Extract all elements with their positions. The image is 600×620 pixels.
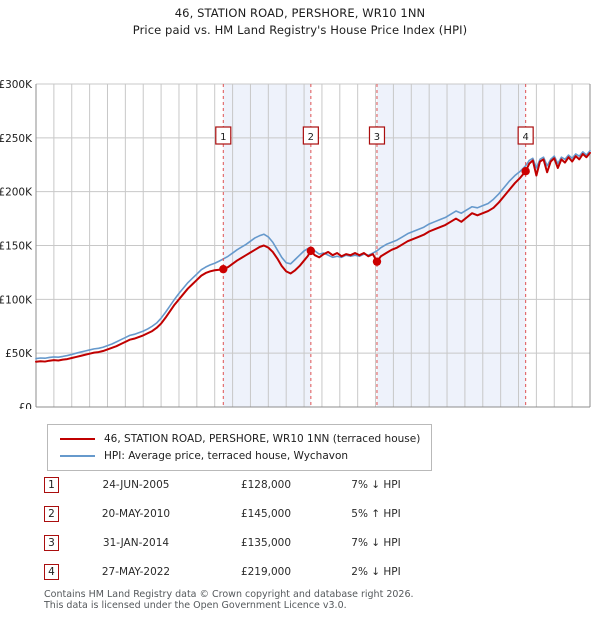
y-axis-tick-label: £100K bbox=[0, 294, 33, 306]
sale-date: 31-JAN-2014 bbox=[102, 536, 170, 549]
chart-area: £0£50K£100K£150K£200K£250K£300K199519961… bbox=[0, 39, 600, 409]
table-row: 2 20-MAY-2010 £145,000 5% ↑ HPI bbox=[44, 499, 464, 528]
y-axis-tick-label: £0 bbox=[19, 402, 32, 409]
y-axis-tick-label: £150K bbox=[0, 241, 33, 253]
footer-line-2: This data is licensed under the Open Gov… bbox=[44, 600, 347, 611]
sale-hpi-delta: 7% ↓ HPI bbox=[351, 536, 401, 549]
sale-marker-box-2[interactable] bbox=[302, 126, 319, 145]
sale-hpi-delta: 5% ↑ HPI bbox=[351, 507, 401, 520]
sale-hpi-delta: 7% ↓ HPI bbox=[351, 478, 401, 491]
legend-swatch-hpi bbox=[60, 454, 95, 457]
chart-legend: 46, STATION ROAD, PERSHORE, WR10 1NN (te… bbox=[47, 424, 432, 471]
legend-item-price-paid: 46, STATION ROAD, PERSHORE, WR10 1NN (te… bbox=[54, 430, 425, 447]
legend-label-price-paid: 46, STATION ROAD, PERSHORE, WR10 1NN (te… bbox=[104, 432, 421, 445]
sale-marker-number-1: 1 bbox=[220, 132, 226, 143]
sale-hpi-delta: 2% ↓ HPI bbox=[351, 565, 401, 578]
page-subtitle: Price paid vs. HM Land Registry's House … bbox=[132, 23, 468, 37]
y-axis-tick-label: £250K bbox=[0, 133, 33, 145]
sale-marker-dot-4[interactable] bbox=[521, 167, 530, 176]
sale-date: 27-MAY-2022 bbox=[101, 565, 171, 578]
sale-marker-box-3[interactable] bbox=[368, 126, 386, 145]
legend-item-hpi: HPI: Average price, terraced house, Wych… bbox=[54, 447, 425, 464]
y-axis-tick-label: £300K bbox=[0, 79, 33, 91]
sale-index-badge: 1 bbox=[44, 476, 59, 493]
table-row: 4 27-MAY-2022 £219,000 2% ↓ HPI bbox=[44, 557, 464, 586]
sale-marker-box-1[interactable] bbox=[215, 126, 232, 145]
sale-price: £128,000 bbox=[240, 478, 292, 491]
sale-marker-dot-2[interactable] bbox=[306, 246, 316, 256]
legend-label-hpi: HPI: Average price, terraced house, Wych… bbox=[104, 449, 349, 462]
sale-marker-box-4[interactable] bbox=[517, 126, 534, 145]
sale-price: £219,000 bbox=[240, 565, 292, 578]
sale-marker-number-3: 3 bbox=[374, 132, 380, 143]
sale-date: 24-JUN-2005 bbox=[102, 478, 170, 491]
chart-title-block: 46, STATION ROAD, PERSHORE, WR10 1NN Pri… bbox=[0, 0, 600, 39]
table-row: 1 24-JUN-2005 £128,000 7% ↓ HPI bbox=[44, 470, 464, 499]
sale-marker-dot-3[interactable] bbox=[372, 257, 382, 266]
sale-price: £145,000 bbox=[240, 507, 292, 520]
footer-line-1: Contains HM Land Registry data © Crown c… bbox=[44, 589, 414, 600]
sale-price: £135,000 bbox=[240, 536, 292, 549]
sale-index-badge: 3 bbox=[44, 534, 59, 551]
copyright-footer: Contains HM Land Registry data © Crown c… bbox=[44, 589, 414, 611]
sale-marker-number-2: 2 bbox=[308, 132, 314, 143]
sale-index-badge: 2 bbox=[44, 505, 59, 522]
table-row: 3 31-JAN-2014 £135,000 7% ↓ HPI bbox=[44, 528, 464, 557]
sale-marker-number-4: 4 bbox=[522, 132, 528, 143]
y-axis-tick-label: £200K bbox=[0, 187, 33, 199]
sales-table: 1 24-JUN-2005 £128,000 7% ↓ HPI 2 20-MAY… bbox=[44, 470, 464, 586]
page-title: 46, STATION ROAD, PERSHORE, WR10 1NN bbox=[174, 6, 426, 20]
sale-index-badge: 4 bbox=[44, 563, 59, 580]
y-axis-tick-label: £50K bbox=[5, 348, 33, 360]
price-history-chart: £0£50K£100K£150K£200K£250K£300K199519961… bbox=[0, 79, 591, 409]
sale-date: 20-MAY-2010 bbox=[101, 507, 171, 520]
legend-swatch-price-paid bbox=[60, 437, 95, 440]
sale-marker-dot-1[interactable] bbox=[219, 264, 228, 274]
